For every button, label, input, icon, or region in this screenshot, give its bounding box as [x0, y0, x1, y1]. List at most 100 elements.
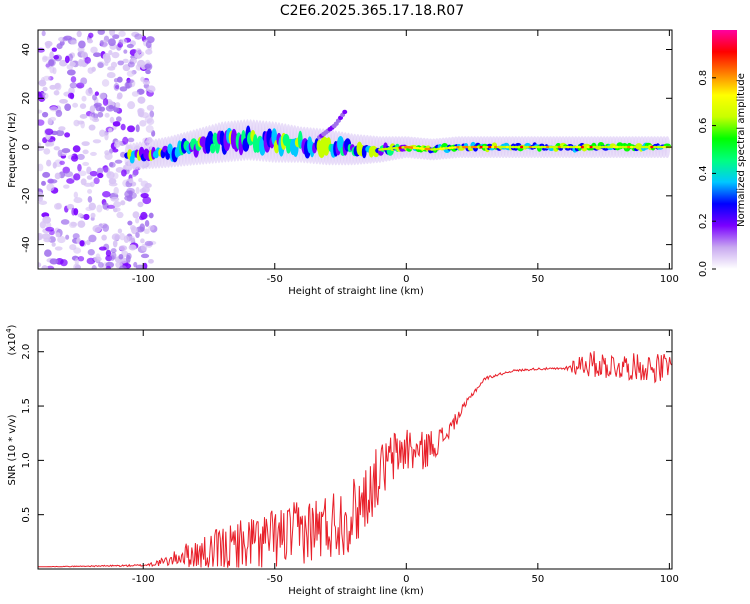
noise-blob: [104, 112, 110, 118]
noise-blob: [66, 69, 76, 76]
snr-x-tick-label: 0: [403, 574, 409, 585]
noise-blob: [46, 183, 55, 192]
noise-blob: [90, 212, 96, 219]
noise-blob: [83, 213, 90, 220]
noise-blob: [141, 112, 150, 119]
noise-blob: [53, 146, 60, 151]
noise-blob: [97, 172, 104, 179]
noise-blob: [41, 265, 49, 269]
noise-blob: [113, 207, 118, 213]
noise-blob: [114, 102, 121, 108]
noise-blob: [134, 33, 143, 40]
ridge-core: [574, 145, 579, 149]
snr-y-tick-label: 1.0: [21, 452, 32, 468]
noise-blob: [112, 240, 118, 248]
noise-blob: [48, 179, 58, 184]
noise-blob: [44, 128, 54, 136]
ridge-core: [653, 145, 657, 149]
ridge-core: [386, 147, 391, 150]
noise-blob: [45, 226, 55, 232]
ridge-core: [650, 145, 654, 149]
noise-blob: [145, 69, 151, 75]
noise-blob: [93, 52, 101, 58]
noise-blob: [90, 46, 98, 54]
noise-blob: [92, 224, 102, 233]
ridge-core: [502, 145, 507, 149]
ridge-core: [447, 146, 452, 150]
noise-blob: [69, 221, 77, 229]
noise-blob: [70, 40, 77, 45]
noise-blob: [38, 262, 42, 268]
noise-blob: [120, 38, 128, 44]
noise-blob: [127, 61, 135, 68]
noise-blob: [54, 172, 61, 180]
figure-title: C2E6.2025.365.17.18.R07: [280, 3, 464, 19]
spectrogram-x-tick-label: -50: [267, 274, 283, 285]
ridge-core: [548, 145, 553, 149]
ridge-core: [621, 145, 625, 149]
spectrogram-y-tick-label: -20: [21, 188, 32, 204]
noise-blob: [108, 38, 116, 47]
noise-blob: [38, 109, 43, 114]
noise-blob: [73, 191, 79, 199]
spectrogram-panel: -100 -50 0 50 100 -40 -20 0 20 40 Height of stra…: [7, 29, 679, 297]
spectrogram-x-label: Height of straight line (km): [288, 286, 424, 297]
noise-blob: [42, 92, 49, 100]
noise-blob: [97, 62, 104, 69]
ridge-core: [421, 147, 426, 150]
noise-blob: [140, 238, 145, 244]
noise-blob: [86, 175, 93, 180]
noise-blob: [77, 170, 87, 177]
noise-blob: [113, 141, 121, 148]
noise-blob: [146, 104, 155, 111]
ridge-core: [383, 147, 388, 151]
spectrogram-x-tick-label: 100: [660, 274, 679, 285]
noise-blob: [140, 253, 150, 259]
noise-blob: [49, 258, 59, 265]
noise-blob: [38, 119, 45, 126]
ridge-core: [424, 147, 429, 151]
ridge-core: [436, 147, 440, 151]
ridge-core: [644, 145, 649, 149]
ridge-core: [612, 145, 617, 149]
noise-blob: [116, 76, 123, 83]
noise-blob: [145, 48, 153, 55]
noise-blob: [127, 220, 133, 226]
noise-blob: [77, 220, 86, 228]
ridge-core: [505, 145, 510, 149]
snr-y-label: SNR (10 * v/v): [7, 414, 18, 485]
noise-blob: [110, 61, 118, 68]
ridge-core: [493, 145, 498, 149]
snr-x-ticks: -100 -50 0 50 100: [132, 330, 679, 585]
snr-series-line: [38, 351, 672, 568]
noise-blob: [85, 88, 94, 97]
snr-x-label: Height of straight line (km): [288, 586, 424, 597]
noise-blob: [89, 170, 98, 177]
noise-blob: [113, 82, 120, 91]
noise-blob: [137, 107, 145, 114]
noise-blob: [124, 81, 133, 89]
noise-blob: [108, 127, 113, 133]
ridge-core: [595, 145, 599, 149]
noise-blob: [87, 39, 94, 44]
colorbar-tick-label: 0.8: [698, 70, 709, 86]
noise-blob: [144, 63, 151, 69]
noise-blob: [80, 178, 87, 186]
ridge-core: [511, 145, 515, 149]
noise-blob: [57, 149, 63, 158]
noise-blob: [87, 195, 93, 203]
spectrogram-heatmap: [38, 30, 672, 269]
noise-blob: [42, 56, 51, 61]
noise-blob: [87, 67, 94, 74]
spectrogram-y-label: Frequency (Hz): [7, 112, 18, 188]
snr-panel: -100 -50 0 50 100 0.5 1.0 1.5 2.0 Height of str…: [5, 324, 679, 597]
noise-blob: [41, 111, 49, 118]
noise-blob: [96, 204, 103, 213]
noise-blob: [102, 223, 110, 232]
noise-blob: [65, 234, 70, 240]
noise-blob: [140, 180, 149, 187]
noise-blob: [120, 123, 126, 131]
noise-blob: [126, 70, 135, 77]
noise-blob: [131, 91, 140, 97]
